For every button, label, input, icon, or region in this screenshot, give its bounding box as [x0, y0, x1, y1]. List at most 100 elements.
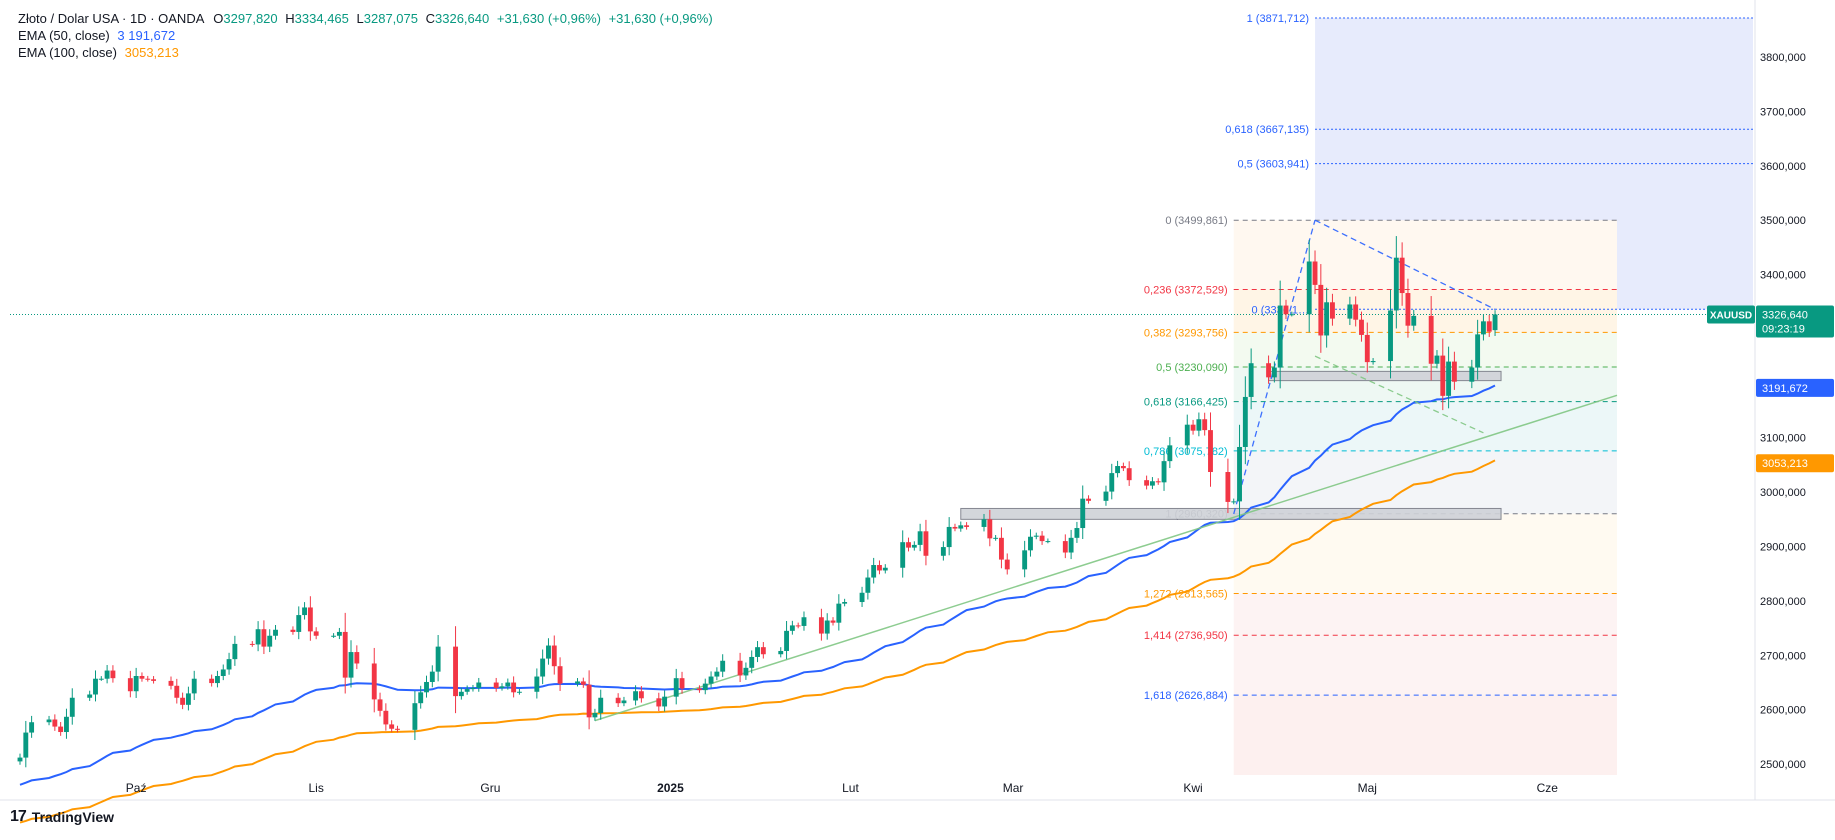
tradingview-watermark[interactable]: 17 TradingView: [10, 808, 114, 826]
candle: [1208, 412, 1213, 487]
fib-level-label: 0,236 (3372,529): [1144, 284, 1228, 296]
ema50-price-badge: [1756, 378, 1834, 397]
xauusd-price-badge: [1756, 305, 1834, 338]
fib-level-label: 0,382 (3293,756): [1144, 327, 1228, 339]
candle: [638, 686, 644, 703]
candle-body: [1277, 305, 1283, 368]
candle-body: [1086, 498, 1091, 501]
candle: [1080, 485, 1086, 540]
candle-body: [1004, 559, 1010, 570]
chart-legend: Złoto / Dolar USA · 1D · OANDA O3297,820…: [18, 10, 713, 61]
candle: [598, 689, 604, 720]
candle-body: [516, 691, 522, 693]
candle: [737, 652, 743, 683]
candle: [1184, 414, 1190, 454]
candle: [1480, 314, 1486, 341]
candle-body: [1469, 367, 1475, 382]
candle-body: [226, 659, 232, 670]
candle: [824, 613, 830, 640]
candle-body: [174, 685, 180, 698]
candle: [836, 594, 842, 631]
candle: [1103, 485, 1109, 506]
candle-body: [1109, 473, 1115, 492]
candle-body: [1144, 480, 1150, 486]
candle-body: [255, 629, 261, 645]
candle: [307, 596, 313, 641]
candle-body: [778, 650, 784, 655]
candle: [615, 693, 621, 708]
candle-body: [1167, 445, 1173, 462]
candle: [139, 672, 145, 682]
candle: [1144, 475, 1150, 490]
candle-body: [998, 537, 1004, 560]
candle: [104, 665, 110, 684]
candle-body: [418, 692, 424, 704]
candle-body: [662, 696, 668, 707]
ohlc-close-value: 3326,640: [435, 11, 490, 26]
candle: [1155, 478, 1161, 485]
candle: [1353, 296, 1359, 327]
candle: [348, 640, 354, 688]
candle-body: [1196, 419, 1202, 431]
fib-level-label: 0,786 (3075,782): [1144, 446, 1228, 458]
ema100-value: 3053,213: [124, 45, 179, 60]
symbol-title[interactable]: Złoto / Dolar USA · 1D · OANDA: [18, 11, 204, 26]
candle-body: [342, 631, 348, 678]
ema50-row[interactable]: EMA (50, close) 3 191,672: [18, 27, 713, 44]
candle-body: [546, 645, 551, 659]
candle-body: [64, 716, 69, 733]
candle-body: [313, 631, 319, 636]
candle-body: [249, 643, 255, 645]
candle: [499, 683, 505, 691]
candle-body: [1405, 293, 1411, 326]
price-badge-value: 3053,213: [1762, 458, 1808, 470]
candle-body: [1161, 461, 1167, 483]
candle: [795, 622, 801, 629]
ema100-row[interactable]: EMA (100, close) 3053,213: [18, 44, 713, 61]
candle: [656, 692, 662, 712]
candle: [302, 602, 307, 620]
candle-body: [1208, 430, 1213, 473]
symbol-badge-label: XAUUSD: [1710, 310, 1752, 321]
candle-body: [168, 680, 174, 686]
candle: [505, 678, 511, 690]
candle-body: [598, 697, 604, 713]
candle: [1451, 351, 1457, 390]
candle-body: [656, 698, 662, 707]
candle-body: [964, 525, 970, 527]
candle-body: [871, 565, 877, 578]
candle-body: [267, 635, 273, 647]
candle-body: [505, 682, 511, 687]
candle-body: [737, 660, 743, 676]
candle-body: [586, 684, 592, 718]
candle-body: [697, 688, 702, 691]
candle: [168, 676, 174, 690]
candle-body: [1411, 315, 1417, 326]
candle: [395, 725, 400, 733]
candle-body: [1434, 355, 1440, 364]
candle-body: [917, 531, 923, 545]
candle: [784, 620, 789, 660]
candle: [418, 685, 424, 709]
candle: [621, 696, 627, 707]
candle-body: [580, 681, 586, 685]
candle-body: [592, 712, 598, 718]
candle-body: [52, 719, 58, 727]
candle: [1428, 296, 1434, 381]
price-tick-label: 3400,000: [1760, 270, 1806, 282]
candle: [290, 626, 296, 635]
fib-band: [1233, 332, 1617, 367]
candle: [470, 684, 476, 692]
candle-body: [702, 683, 708, 691]
candle-body: [633, 691, 639, 701]
candle-body: [1440, 355, 1446, 396]
candle: [313, 627, 319, 640]
candle-body: [824, 620, 830, 634]
candle: [1062, 534, 1068, 559]
fib-band: [1233, 695, 1617, 775]
candle-body: [1370, 361, 1376, 363]
candle: [1370, 358, 1376, 365]
candle: [1306, 239, 1312, 333]
